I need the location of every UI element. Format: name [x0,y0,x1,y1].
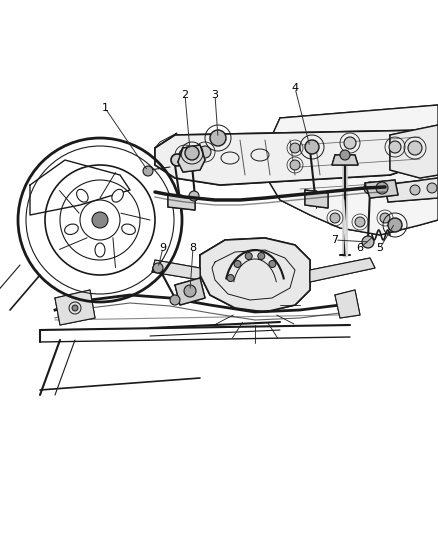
Polygon shape [305,190,328,208]
Circle shape [308,191,320,203]
Circle shape [362,236,374,248]
Ellipse shape [65,224,78,235]
Ellipse shape [112,189,124,202]
Circle shape [330,213,340,223]
Polygon shape [390,125,438,178]
Polygon shape [55,290,95,325]
Circle shape [184,285,196,297]
Circle shape [227,274,234,281]
Circle shape [175,195,185,205]
Circle shape [355,217,365,227]
Circle shape [234,261,241,268]
Circle shape [388,218,402,232]
Text: 2: 2 [181,90,189,100]
Circle shape [427,183,437,193]
Circle shape [410,185,420,195]
Circle shape [185,146,199,160]
Circle shape [153,263,163,273]
Circle shape [170,295,180,305]
Ellipse shape [77,189,88,202]
Circle shape [258,253,265,260]
Circle shape [380,213,390,223]
Polygon shape [385,178,438,202]
Text: 8: 8 [190,243,197,253]
Polygon shape [265,105,438,235]
Circle shape [143,166,153,176]
Ellipse shape [95,243,105,257]
Text: 9: 9 [159,243,166,253]
Circle shape [245,253,252,260]
Text: 6: 6 [357,243,364,253]
Polygon shape [365,180,398,198]
Circle shape [389,141,401,153]
Circle shape [171,154,183,166]
Ellipse shape [122,224,135,235]
Polygon shape [332,155,358,165]
Polygon shape [175,278,205,305]
Circle shape [72,305,78,311]
Text: 4: 4 [291,83,299,93]
Circle shape [179,149,191,161]
Text: 5: 5 [377,243,384,253]
Circle shape [92,212,108,228]
Circle shape [340,150,350,160]
Text: 7: 7 [332,235,339,245]
Polygon shape [168,195,195,210]
Circle shape [189,191,199,201]
Polygon shape [310,258,375,282]
Circle shape [290,160,300,170]
Text: 3: 3 [212,90,219,100]
Polygon shape [335,290,360,318]
Circle shape [376,182,388,194]
Polygon shape [152,260,200,280]
Circle shape [199,146,211,158]
Circle shape [364,182,376,194]
Circle shape [269,261,276,268]
Circle shape [290,143,300,153]
Polygon shape [178,145,205,172]
Circle shape [408,141,422,155]
Circle shape [344,137,356,149]
Circle shape [305,140,319,154]
Text: 1: 1 [102,103,109,113]
Polygon shape [200,238,310,312]
Polygon shape [155,130,438,185]
Circle shape [210,130,226,146]
